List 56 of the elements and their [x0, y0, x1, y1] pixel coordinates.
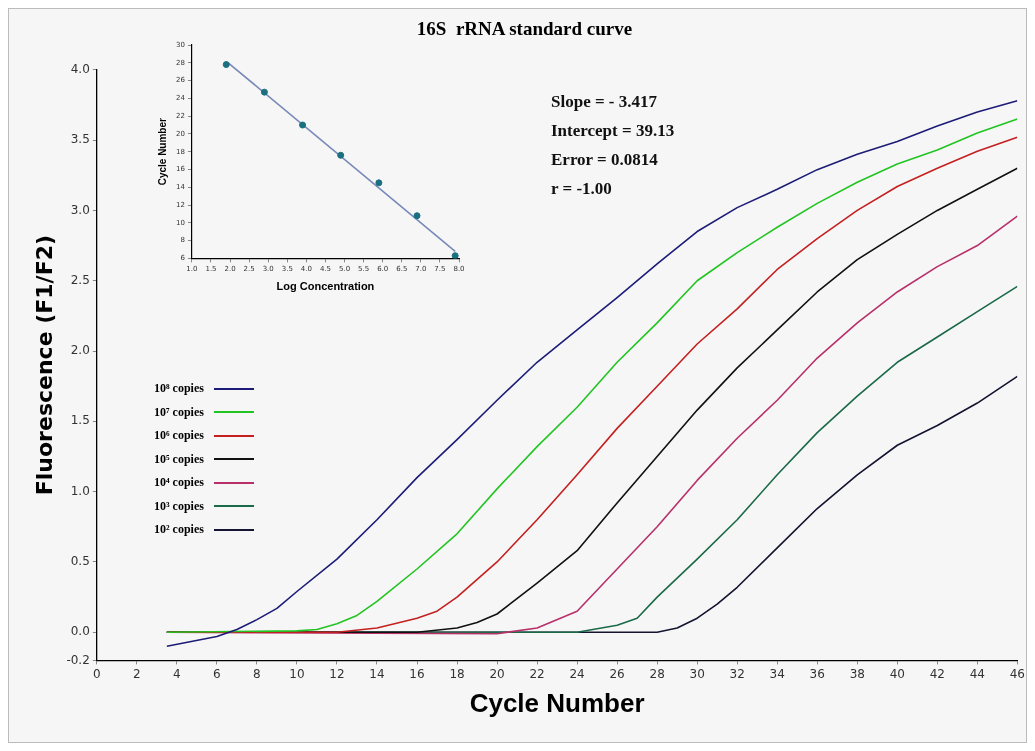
x-tick-label: 34: [769, 666, 785, 681]
legend-label: 10⁵ copies: [154, 451, 205, 467]
x-tick-label: 28: [649, 666, 665, 681]
point: [299, 121, 307, 129]
y-tick-label: 1.0: [70, 483, 90, 498]
x-tick-label: 16: [409, 666, 425, 681]
x-tick-label: 12: [329, 666, 345, 681]
x-tick-label: 36: [809, 666, 825, 681]
x-tick-label: 20: [489, 666, 505, 681]
x-tick-label: 44: [969, 666, 985, 681]
x-tick-label: 4: [173, 666, 181, 681]
point: [413, 212, 421, 220]
x-tick-label: 22: [529, 666, 545, 681]
x-tick-label: 14: [369, 666, 385, 681]
legend-label: 10⁸ copies: [154, 381, 205, 397]
chart-title: 16S rRNA standard curve: [416, 18, 633, 40]
y-axis-title: Cycle Number: [156, 117, 168, 186]
legend-label: 10² copies: [154, 522, 205, 538]
x-tick-label: 30: [689, 666, 705, 681]
y-tick-label: 4.0: [70, 61, 90, 76]
annotation: Error = 0.0814: [551, 149, 659, 171]
point: [222, 61, 230, 69]
y-tick-label: 2.0: [70, 343, 90, 358]
x-axis-title: Cycle Number: [469, 687, 645, 718]
y-tick-label: 3.0: [70, 202, 90, 217]
x-tick-label: 38: [849, 666, 865, 681]
y-tick-label: 0.0: [70, 624, 90, 639]
x-tick-label: 46: [1009, 666, 1026, 681]
x-tick-label: 0: [92, 666, 101, 681]
x-tick-label: 8: [253, 666, 261, 681]
x-tick-label: 42: [929, 666, 945, 681]
point: [375, 179, 383, 187]
x-tick-label: 18: [449, 666, 465, 681]
point: [260, 88, 268, 96]
legend-label: 10⁷ copies: [154, 404, 205, 420]
x-tick-label: 10: [289, 666, 305, 681]
annotation: r = -1.00: [551, 178, 613, 200]
y-tick-label: -0.2: [66, 652, 90, 667]
x-tick-label: 26: [609, 666, 625, 681]
x-tick-label: 24: [569, 666, 585, 681]
x-tick-label: 6: [213, 666, 221, 681]
legend-label: 10³ copies: [154, 498, 205, 514]
legend-label: 10⁴ copies: [154, 475, 205, 491]
point: [451, 252, 459, 259]
point: [337, 151, 345, 159]
y-axis-title: Fluorescence (F1/F2): [31, 234, 57, 496]
y-tick-label: 1.5: [70, 413, 90, 428]
x-tick-label: 40: [889, 666, 905, 681]
annotation: Intercept = 39.13: [551, 120, 676, 142]
x-tick-label: 2: [133, 666, 141, 681]
legend-label: 10⁶ copies: [154, 428, 205, 444]
y-tick-label: 0.5: [70, 554, 90, 569]
y-tick-label: 3.5: [70, 132, 90, 147]
x-axis-title: Log Concentration: [276, 280, 375, 293]
x-tick-label: 32: [729, 666, 745, 681]
annotation: Slope = - 3.417: [551, 91, 659, 113]
